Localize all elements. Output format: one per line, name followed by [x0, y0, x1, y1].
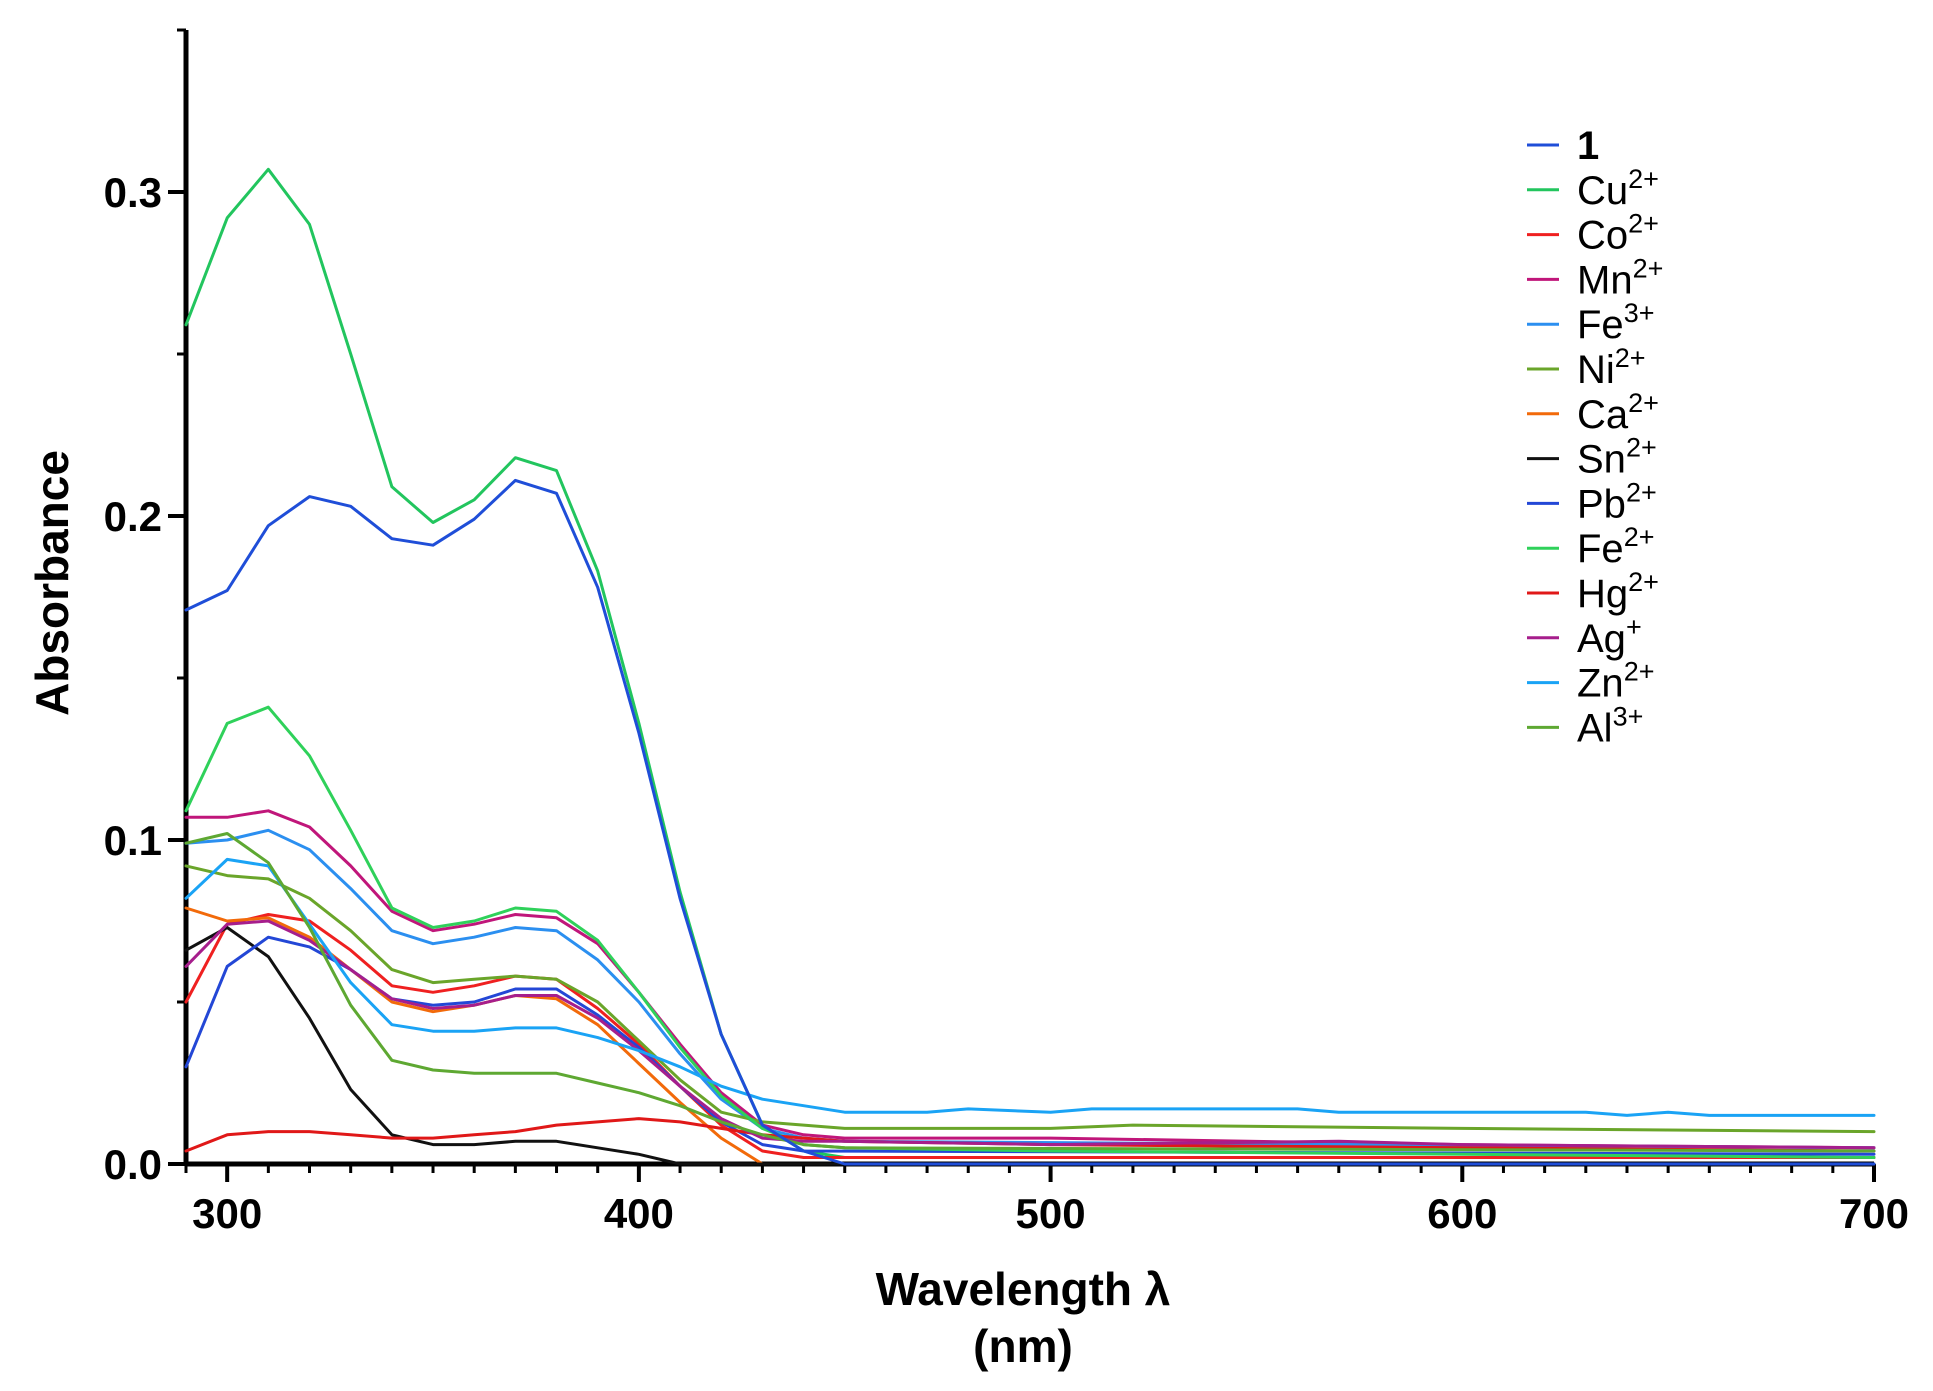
legend-label-superscript: 2+: [1628, 567, 1659, 597]
legend-label-base: Ni: [1577, 348, 1615, 392]
legend-label-superscript: 2+: [1628, 388, 1659, 418]
legend-label-base: Ca: [1577, 393, 1629, 437]
series-line-Mn2plus: [184, 809, 1876, 1150]
legend-label-superscript: 2+: [1633, 253, 1664, 283]
series-line-Al3plus: [184, 832, 1876, 1153]
legend-label-superscript: 2+: [1628, 164, 1659, 194]
legend-label-superscript: 2+: [1624, 522, 1655, 552]
series-line-Ca2plus: [184, 906, 1876, 1166]
legend-label: Hg2+: [1577, 567, 1659, 616]
legend-label-superscript: 2+: [1615, 343, 1646, 373]
legend-label: Cu2+: [1577, 164, 1659, 213]
y-tick-label: 0.0: [104, 1141, 162, 1188]
legend-label-superscript: 2+: [1628, 209, 1659, 239]
y-tick-label: 0.1: [104, 817, 162, 864]
legend-label-base: Al: [1577, 706, 1613, 750]
legend-label-base: Ag: [1577, 617, 1626, 661]
legend-label-superscript: 3+: [1624, 298, 1655, 328]
series-line-Zn2plus: [184, 857, 1876, 1117]
legend-label-base: Fe: [1577, 303, 1624, 347]
legend-label-base: Fe: [1577, 527, 1624, 571]
legend-label-superscript: 2+: [1626, 433, 1657, 463]
x-tick-label: 300: [192, 1190, 262, 1237]
series-line-1: [184, 478, 1876, 1166]
legend-label-base: Hg: [1577, 572, 1628, 616]
series-line-Pb2plus: [184, 935, 1876, 1156]
legend-label-superscript: +: [1626, 612, 1642, 642]
x-axis-unit: (nm): [973, 1320, 1073, 1372]
y-tick-label: 0.2: [104, 493, 162, 540]
legend-label: Co2+: [1577, 209, 1659, 258]
legend-label-base: Cu: [1577, 169, 1628, 213]
legend-label: Fe2+: [1577, 522, 1654, 571]
series-line-Fe3plus: [184, 828, 1876, 1150]
legend-label: Mn2+: [1577, 253, 1663, 302]
x-tick-label: 700: [1839, 1190, 1909, 1237]
legend-label-base: Sn: [1577, 438, 1626, 482]
series-line-Agplus: [184, 919, 1876, 1150]
x-tick-label: 500: [1016, 1190, 1086, 1237]
legend-label: Ag+: [1577, 612, 1642, 661]
legend-label-base: Mn: [1577, 258, 1633, 302]
x-tick-label: 400: [604, 1190, 674, 1237]
legend-label: Ni2+: [1577, 343, 1646, 392]
legend-label-superscript: 3+: [1613, 701, 1644, 731]
legend-label-base: Co: [1577, 214, 1628, 258]
legend-label: Zn2+: [1577, 657, 1654, 706]
legend-label: Sn2+: [1577, 433, 1657, 482]
legend-label-base: 1: [1577, 124, 1599, 168]
x-axis-title: Wavelength λ: [876, 1263, 1171, 1315]
series-line-Co2plus: [184, 913, 1876, 1159]
x-tick-label: 600: [1427, 1190, 1497, 1237]
legend-label-superscript: 2+: [1624, 657, 1655, 687]
labels-layer: Wavelength λ (nm) Absorbance: [26, 450, 1170, 1372]
y-axis-title: Absorbance: [26, 450, 78, 716]
series-line-Sn2plus: [184, 926, 1876, 1166]
y-tick-label: 0.3: [104, 169, 162, 216]
legend-label-base: Zn: [1577, 662, 1624, 706]
legend-label: Ca2+: [1577, 388, 1659, 437]
legend-label: 1: [1577, 124, 1599, 168]
series-line-Ni2plus: [184, 864, 1876, 1134]
legend-label-superscript: 2+: [1626, 477, 1657, 507]
series-line-Fe2plus: [184, 705, 1876, 1159]
legend: 1Cu2+Co2+Mn2+Fe3+Ni2+Ca2+Sn2+Pb2+Fe2+Hg2…: [1527, 124, 1663, 750]
legend-label-base: Pb: [1577, 482, 1626, 526]
legend-label: Al3+: [1577, 701, 1643, 750]
legend-label: Fe3+: [1577, 298, 1654, 347]
series-layer: [184, 167, 1876, 1166]
legend-label: Pb2+: [1577, 477, 1657, 526]
